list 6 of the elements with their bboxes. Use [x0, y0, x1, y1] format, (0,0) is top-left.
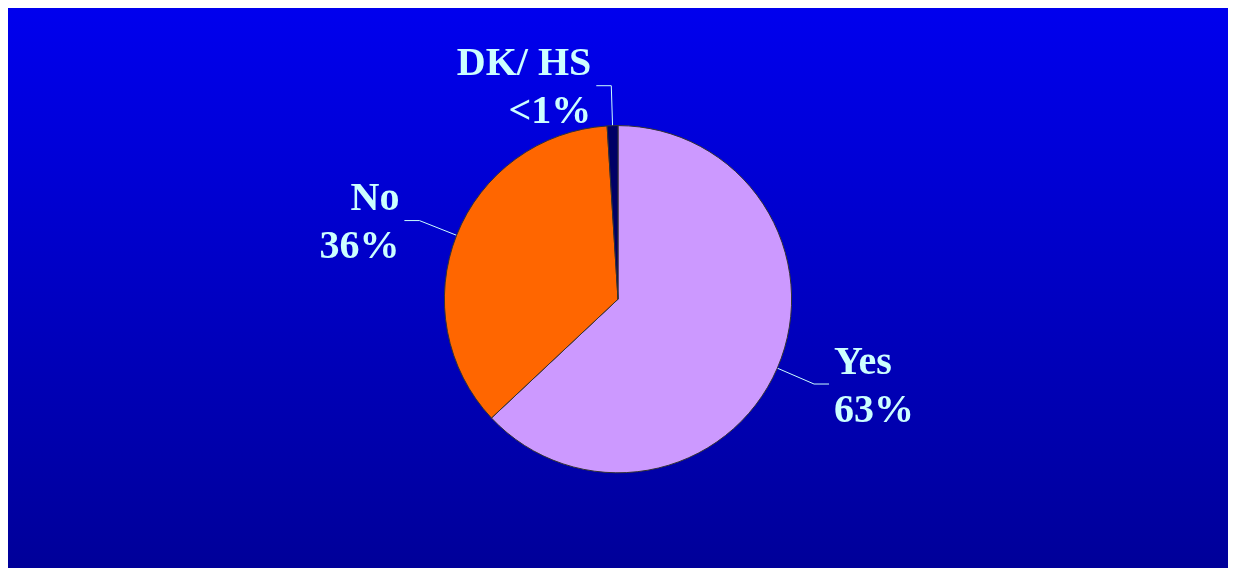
data-label: 36%	[319, 222, 400, 268]
data-label: 63%	[834, 385, 915, 431]
slice-label: No	[350, 174, 400, 220]
slice-label: Yes	[834, 337, 892, 383]
slice-label: DK/ HS	[456, 39, 592, 85]
data-label: <1%	[508, 87, 592, 133]
